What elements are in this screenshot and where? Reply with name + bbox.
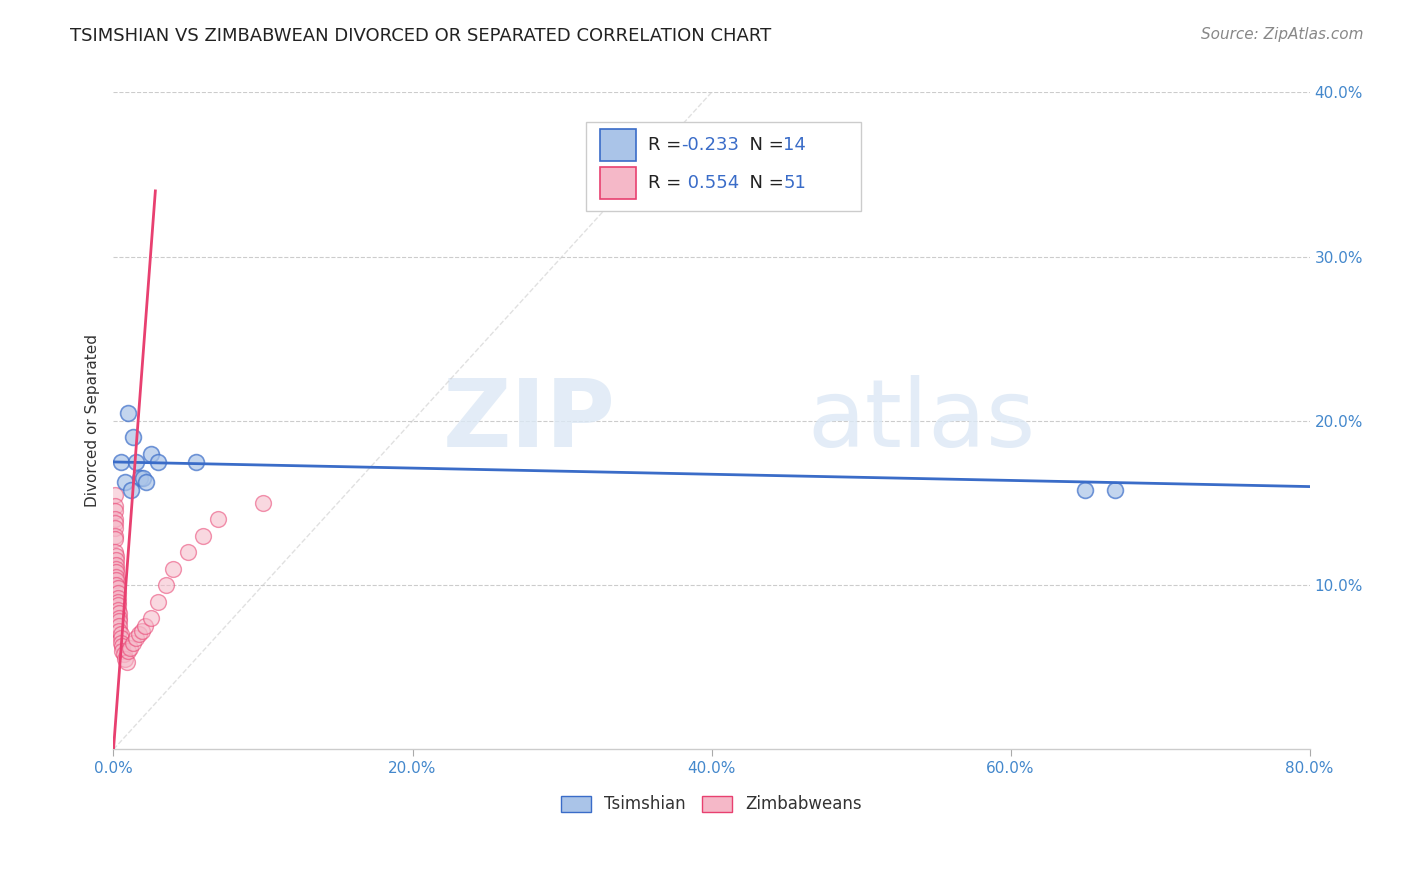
Legend: Tsimshian, Zimbabweans: Tsimshian, Zimbabweans bbox=[554, 789, 869, 820]
Point bbox=[104, 521, 127, 535]
Point bbox=[118, 640, 141, 655]
Point bbox=[148, 594, 170, 608]
Point bbox=[108, 611, 131, 625]
Point bbox=[104, 512, 127, 526]
Point bbox=[155, 578, 177, 592]
Text: -0.233: -0.233 bbox=[682, 136, 740, 154]
Point bbox=[128, 627, 150, 641]
Text: 51: 51 bbox=[783, 174, 806, 192]
Point bbox=[104, 516, 127, 530]
Point bbox=[129, 471, 152, 485]
Point bbox=[193, 529, 215, 543]
Point bbox=[110, 627, 132, 641]
Point bbox=[1104, 483, 1126, 497]
Point bbox=[252, 496, 274, 510]
Point bbox=[131, 624, 153, 639]
Point bbox=[105, 553, 128, 567]
Point bbox=[115, 656, 138, 670]
Point bbox=[105, 562, 128, 576]
Point bbox=[104, 500, 127, 514]
Text: Source: ZipAtlas.com: Source: ZipAtlas.com bbox=[1201, 27, 1364, 42]
Point bbox=[148, 455, 170, 469]
Point bbox=[120, 483, 142, 497]
Point bbox=[207, 512, 229, 526]
Point bbox=[1074, 483, 1097, 497]
Point bbox=[104, 504, 127, 518]
Y-axis label: Divorced or Separated: Divorced or Separated bbox=[86, 334, 100, 508]
Point bbox=[110, 635, 132, 649]
Point bbox=[104, 488, 127, 502]
Point bbox=[107, 603, 129, 617]
Point bbox=[107, 586, 129, 600]
Point bbox=[108, 606, 131, 620]
Point bbox=[105, 565, 128, 579]
Point bbox=[162, 562, 184, 576]
Point bbox=[125, 631, 148, 645]
Point bbox=[112, 647, 135, 661]
Point bbox=[105, 573, 128, 587]
Point bbox=[114, 652, 136, 666]
Text: R =: R = bbox=[648, 136, 688, 154]
Point bbox=[125, 455, 148, 469]
Point bbox=[107, 598, 129, 612]
Point bbox=[122, 430, 145, 444]
Point bbox=[105, 578, 128, 592]
Point bbox=[108, 624, 131, 639]
Text: N =: N = bbox=[738, 174, 789, 192]
Text: N =: N = bbox=[738, 136, 789, 154]
Point bbox=[104, 545, 127, 559]
FancyBboxPatch shape bbox=[600, 168, 636, 199]
Text: R =: R = bbox=[648, 174, 688, 192]
Point bbox=[134, 619, 156, 633]
Point bbox=[184, 455, 207, 469]
Point bbox=[108, 614, 131, 628]
Point bbox=[105, 549, 128, 563]
Point bbox=[139, 611, 162, 625]
Point bbox=[111, 644, 134, 658]
Text: 0.554: 0.554 bbox=[682, 174, 740, 192]
Point bbox=[139, 447, 162, 461]
Point bbox=[135, 475, 157, 489]
Point bbox=[104, 532, 127, 546]
Point bbox=[177, 545, 200, 559]
Point bbox=[110, 631, 132, 645]
Point bbox=[107, 591, 129, 606]
Point bbox=[122, 635, 145, 649]
Point bbox=[132, 471, 155, 485]
Text: TSIMSHIAN VS ZIMBABWEAN DIVORCED OR SEPARATED CORRELATION CHART: TSIMSHIAN VS ZIMBABWEAN DIVORCED OR SEPA… bbox=[70, 27, 772, 45]
Point bbox=[114, 475, 136, 489]
Point bbox=[110, 455, 132, 469]
Text: atlas: atlas bbox=[807, 375, 1035, 467]
Point bbox=[104, 529, 127, 543]
Point bbox=[108, 619, 131, 633]
FancyBboxPatch shape bbox=[600, 129, 636, 161]
Point bbox=[117, 644, 139, 658]
Point bbox=[107, 582, 129, 596]
Point bbox=[111, 639, 134, 653]
Text: 14: 14 bbox=[783, 136, 806, 154]
Point bbox=[117, 406, 139, 420]
Point bbox=[107, 594, 129, 608]
Point bbox=[105, 558, 128, 573]
FancyBboxPatch shape bbox=[586, 122, 860, 211]
Text: ZIP: ZIP bbox=[443, 375, 616, 467]
Point bbox=[105, 570, 128, 584]
